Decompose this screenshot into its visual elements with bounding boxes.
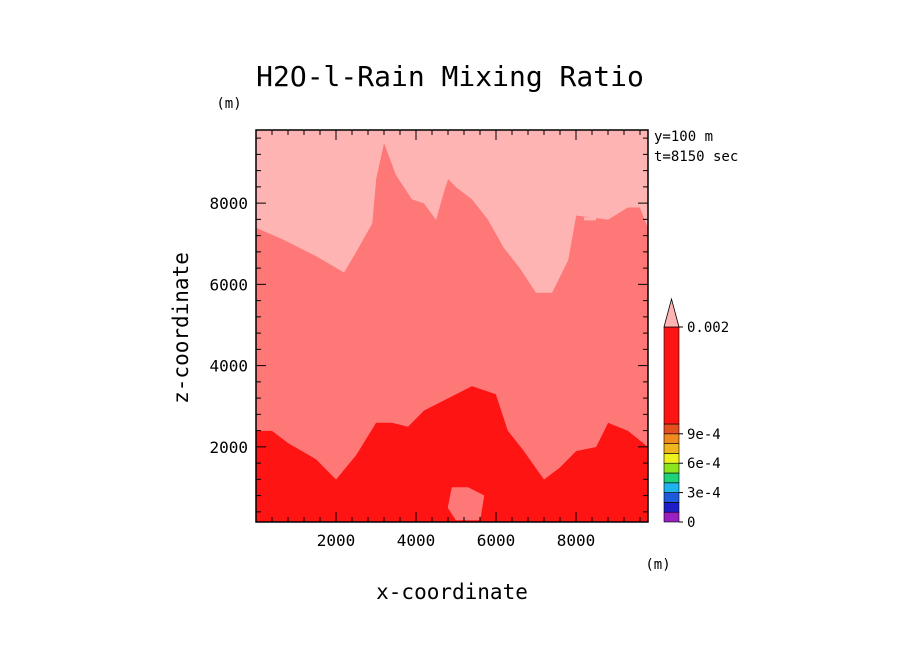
colorbar-label: 9e-4 (687, 427, 721, 443)
colorbar-bin (663, 502, 680, 513)
contour-region-high-0 (255, 129, 649, 293)
axis-ticks: 2000 4000 6000 8000 2000 4000 6000 8000 (209, 130, 648, 550)
annotation-t: t=8150 sec (654, 149, 738, 165)
annotation-y: y=100 m (654, 129, 713, 145)
chart-title: H2O-l-Rain Mixing Ratio (256, 60, 644, 93)
y-tick-label: 6000 (209, 275, 248, 294)
colorbar-extend-triangle (663, 297, 680, 328)
colorbar-bin (663, 326, 680, 425)
colorbar-bin (663, 423, 680, 435)
y-unit-label: (m) (216, 96, 241, 112)
y-tick-label: 2000 (209, 438, 248, 457)
colorbar-bin (663, 433, 680, 444)
y-axis-label: z-coordinate (169, 252, 193, 404)
plot-frame (255, 129, 649, 523)
y-tick-label: 8000 (209, 194, 248, 213)
x-tick-label: 2000 (317, 531, 356, 550)
x-unit-label: (m) (645, 557, 670, 573)
plot-area (255, 129, 649, 523)
colorbar-bin (663, 462, 680, 474)
colorbar-bin (663, 453, 680, 464)
y-tick-label: 4000 (209, 357, 248, 376)
colorbar-bin (663, 472, 680, 484)
colorbar-bin (663, 482, 680, 493)
colorbar-label: 0 (687, 515, 695, 531)
x-tick-label: 6000 (477, 531, 516, 550)
colorbar-label: 0.002 (687, 320, 729, 336)
colorbar-bin (663, 492, 680, 503)
x-axis-label: x-coordinate (376, 580, 528, 604)
colorbar: 0.002 9e-4 6e-4 3e-4 0 (663, 297, 729, 531)
colorbar-bin (663, 511, 680, 523)
contour-patch (584, 217, 596, 221)
colorbar-bin (663, 443, 680, 454)
colorbar-label: 6e-4 (687, 456, 721, 472)
x-tick-label: 8000 (557, 531, 596, 550)
x-tick-label: 4000 (397, 531, 436, 550)
colorbar-label: 3e-4 (687, 486, 721, 502)
